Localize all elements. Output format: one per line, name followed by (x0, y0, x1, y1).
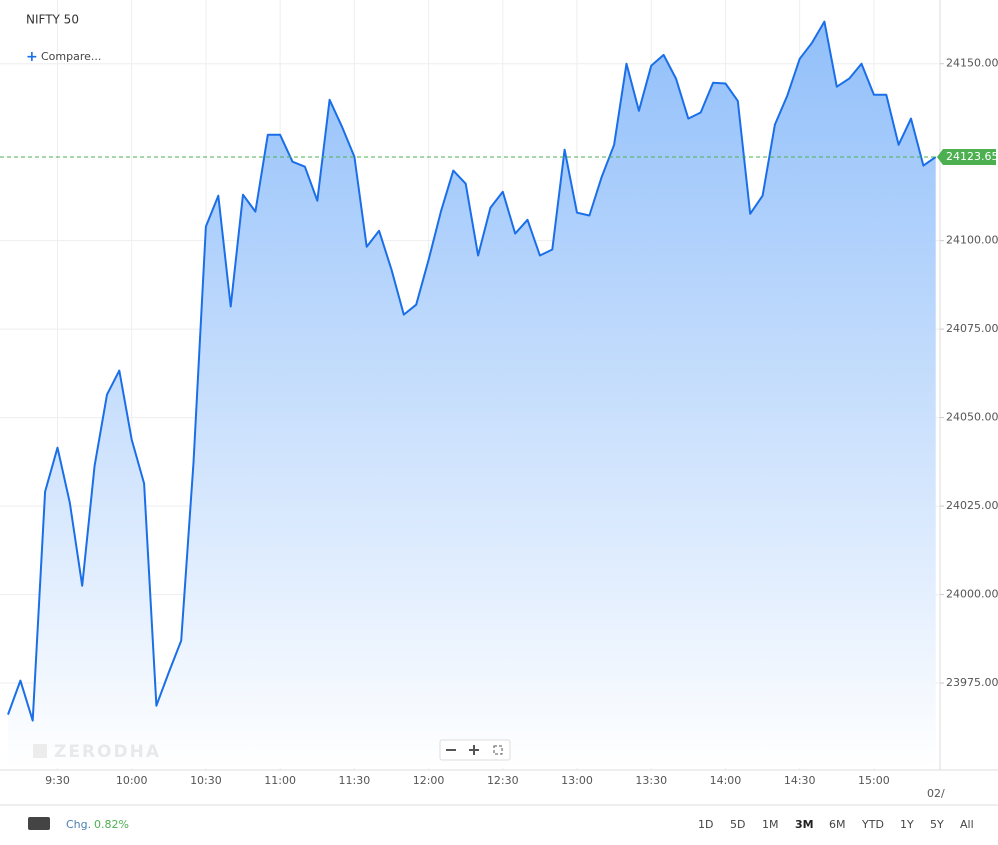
keyboard-icon[interactable] (28, 817, 50, 830)
watermark-logo (33, 744, 47, 758)
x-tick-label: 10:00 (116, 774, 148, 787)
range-button[interactable]: 6M (829, 818, 846, 831)
x-tick-label: 11:00 (264, 774, 296, 787)
compare-icon[interactable]: + (26, 49, 38, 65)
range-button[interactable]: 1M (762, 818, 779, 831)
range-button[interactable]: 1D (698, 818, 714, 831)
price-line (7, 20, 937, 722)
y-tick-label: 24150.00 (946, 57, 998, 70)
y-tick-label: 24000.00 (946, 588, 998, 601)
x-edge-label: 02/ (927, 787, 945, 800)
x-tick-label: 10:30 (190, 774, 222, 787)
y-tick-label: 24025.00 (946, 499, 998, 512)
x-tick-label: 12:30 (487, 774, 519, 787)
chart: NIFTY 50 + Compare... ZERODHA 02/ 23975.… (0, 0, 998, 806)
x-tick-label: 11:30 (339, 774, 371, 787)
watermark: ZERODHA (54, 742, 161, 762)
y-tick-label: 23975.00 (946, 676, 998, 689)
x-tick-label: 12:00 (413, 774, 445, 787)
chart-title: NIFTY 50 (26, 13, 79, 27)
bottom-bar: Chg. 0.82% 1D 5D 1M 3M 6M YTD 1Y 5Y All (0, 806, 998, 845)
area-fill (8, 21, 936, 769)
x-tick-label: 14:30 (784, 774, 816, 787)
range-button[interactable]: 5Y (930, 818, 944, 831)
x-tick-label: 9:30 (45, 774, 70, 787)
change-label: Chg. (66, 818, 92, 831)
y-tick-label: 24100.00 (946, 234, 998, 247)
range-button[interactable]: 3M (795, 818, 814, 831)
y-tick-label: 24075.00 (946, 322, 998, 335)
reset-zoom[interactable] (493, 745, 503, 755)
x-tick-label: 15:00 (858, 774, 890, 787)
x-tick-label: 13:00 (561, 774, 593, 787)
range-button[interactable]: All (960, 818, 974, 831)
range-button[interactable]: 1Y (900, 818, 914, 831)
range-button[interactable]: 5D (730, 818, 746, 831)
last-price-label: 24123.65 (946, 150, 998, 163)
change-value: 0.82% (94, 818, 129, 831)
x-tick-label: 14:00 (710, 774, 742, 787)
compare-button[interactable]: Compare... (41, 50, 101, 63)
last-price-badge (937, 148, 996, 165)
y-tick-label: 24050.00 (946, 411, 998, 424)
x-tick-label: 13:30 (635, 774, 667, 787)
range-button[interactable]: YTD (862, 818, 884, 831)
